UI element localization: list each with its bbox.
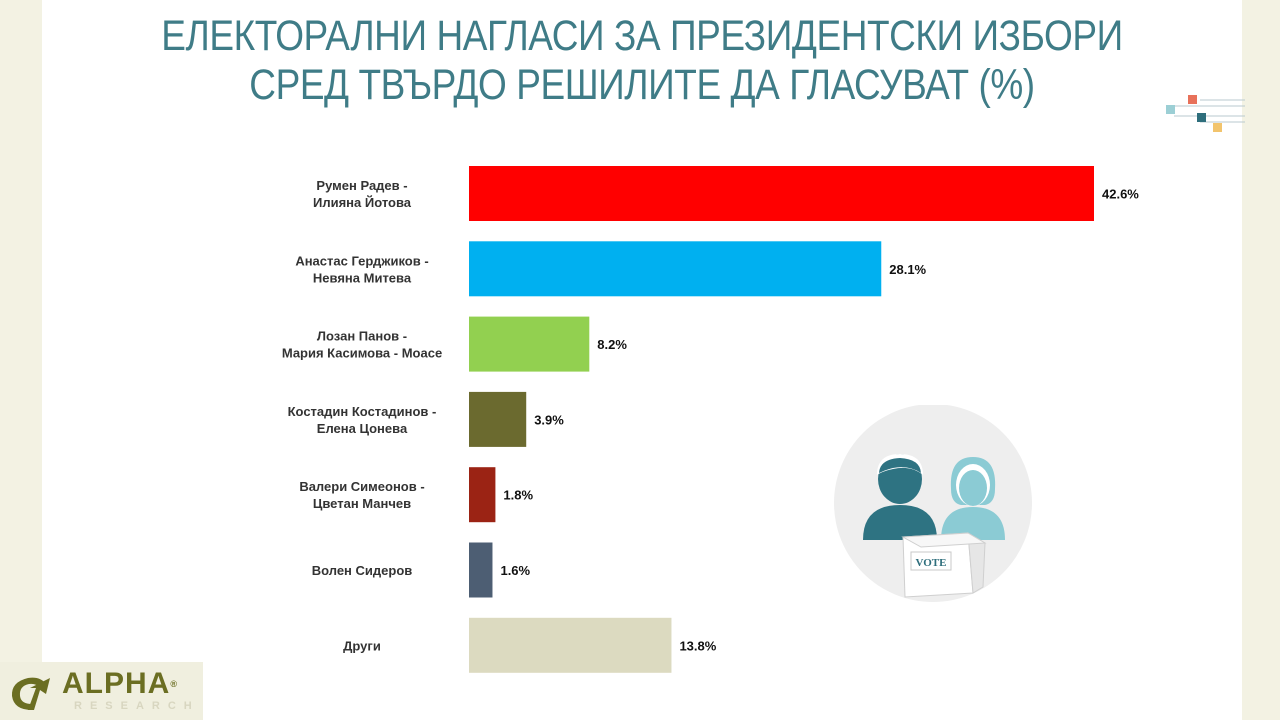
bar bbox=[469, 241, 882, 297]
bar-value-label: 8.2% bbox=[597, 337, 627, 352]
logo-brand: ALPHA® bbox=[62, 667, 178, 700]
voters-illustration: VOTE bbox=[834, 405, 1032, 602]
category-label-line: Валери Симеонов - bbox=[299, 479, 424, 494]
bar-value-label: 42.6% bbox=[1102, 187, 1139, 202]
alpha-research-logo: ALPHA® RESEARCH bbox=[0, 662, 203, 720]
category-label-line: Румен Радев - bbox=[316, 178, 407, 193]
category-label: Анастас Герджиков - Невяна Митева bbox=[295, 253, 428, 285]
bar bbox=[469, 617, 672, 673]
man-voter-icon bbox=[863, 454, 937, 540]
category-label-line: Цветан Манчев bbox=[313, 496, 411, 511]
category-label-line: Костадин Костадинов - bbox=[288, 404, 437, 419]
bar-value-label: 1.6% bbox=[500, 563, 530, 578]
slide-background bbox=[42, 0, 1242, 720]
woman-voter-icon bbox=[941, 457, 1005, 540]
bar bbox=[469, 316, 590, 372]
bar-value-label: 3.9% bbox=[534, 412, 564, 427]
bar-value-label: 13.8% bbox=[679, 638, 716, 653]
category-label-line: Илияна Йотова bbox=[313, 195, 412, 210]
category-label: Костадин Костадинов - Елена Цонева bbox=[288, 404, 437, 436]
chart-title-line-2: СРЕД ТВЪРДО РЕШИЛИТЕ ДА ГЛАСУВАТ (%) bbox=[249, 61, 1035, 109]
bar bbox=[469, 467, 496, 523]
category-label-line: Волен Сидеров bbox=[312, 563, 413, 578]
chart-title: ЕЛЕКТОРАЛНИ НАГЛАСИ ЗА ПРЕЗИДЕНТСКИ ИЗБО… bbox=[126, 12, 1158, 110]
decorative-squares-icon bbox=[1166, 95, 1245, 132]
category-label: Лозан Панов - Мария Касимова - Моасе bbox=[282, 329, 442, 361]
bar bbox=[469, 391, 527, 447]
category-label: Други bbox=[343, 638, 381, 653]
category-label: Волен Сидеров bbox=[312, 563, 413, 578]
category-label-line: Анастас Герджиков - bbox=[295, 253, 428, 268]
category-label: Валери Симеонов - Цветан Манчев bbox=[299, 479, 424, 511]
bar-value-label: 28.1% bbox=[889, 262, 926, 277]
alpha-logo-icon bbox=[11, 677, 50, 710]
category-label-line: Лозан Панов - bbox=[317, 329, 407, 344]
category-label-line: Мария Касимова - Моасе bbox=[282, 346, 442, 361]
category-label: Румен Радев - Илияна Йотова bbox=[313, 178, 412, 210]
category-label-line: Елена Цонева bbox=[317, 421, 408, 436]
bar-value-label: 1.8% bbox=[503, 488, 533, 503]
logo-subtitle: RESEARCH bbox=[74, 700, 200, 712]
chart-title-line-1: ЕЛЕКТОРАЛНИ НАГЛАСИ ЗА ПРЕЗИДЕНТСКИ ИЗБО… bbox=[161, 12, 1123, 60]
bar bbox=[469, 542, 493, 598]
category-label-line: Други bbox=[343, 638, 381, 653]
ballot-vote-text: VOTE bbox=[916, 557, 947, 569]
bar bbox=[469, 166, 1094, 221]
ballot-box-icon: VOTE bbox=[901, 532, 987, 598]
category-label-line: Невяна Митева bbox=[313, 270, 412, 285]
